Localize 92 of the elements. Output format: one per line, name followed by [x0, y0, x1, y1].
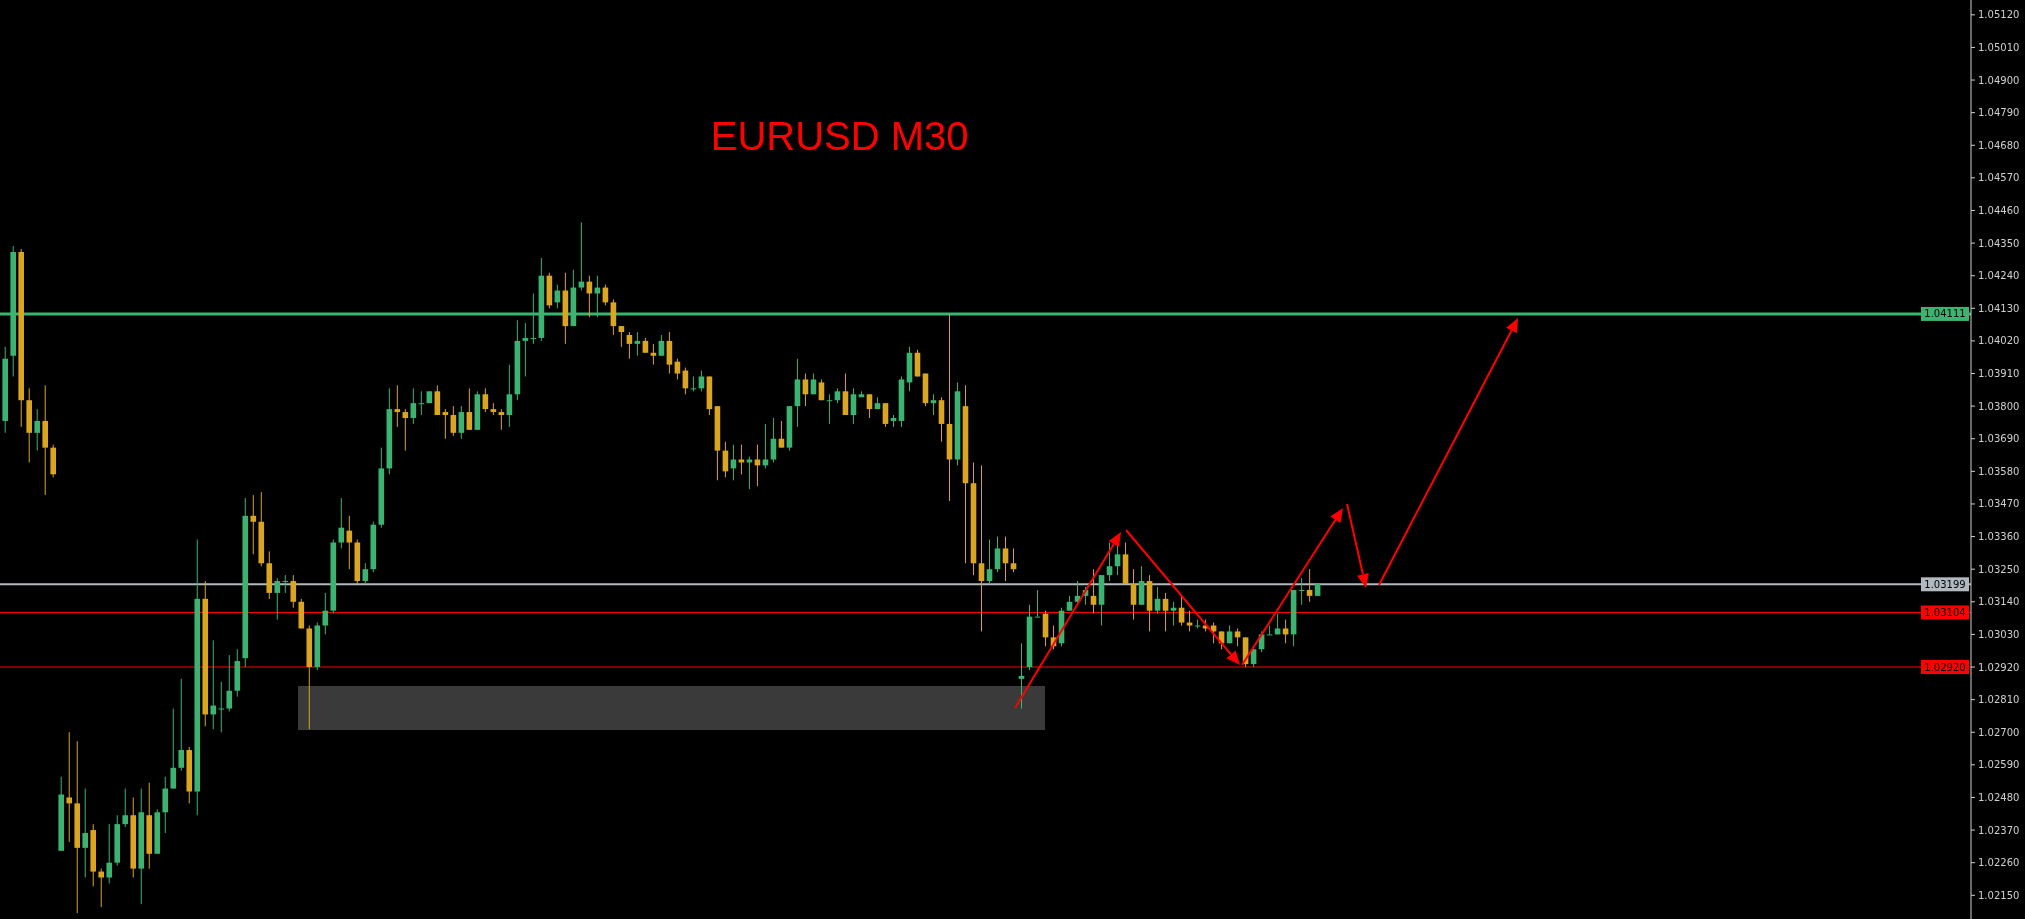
- candlestick: [578, 221, 585, 292]
- y-tick-label: 1.02260: [1978, 857, 2020, 869]
- candlestick: [362, 562, 369, 585]
- candlestick: [346, 515, 353, 570]
- y-tick-label: 1.04900: [1978, 74, 2020, 86]
- candlestick: [274, 577, 281, 621]
- ref-line-label: 1.04111: [1924, 308, 1966, 320]
- candlestick: [402, 408, 409, 452]
- candlestick: [106, 823, 113, 884]
- y-tick-label: 1.02590: [1978, 759, 2020, 771]
- candlestick: [626, 331, 633, 360]
- candlestick: [850, 387, 857, 425]
- candlestick: [162, 776, 169, 834]
- candlestick: [866, 393, 873, 419]
- y-tick-label: 1.04570: [1978, 172, 2020, 184]
- candlestick: [1282, 619, 1289, 644]
- candlestick: [1130, 568, 1137, 621]
- y-tick-label: 1.02920: [1978, 661, 2020, 673]
- candlestick: [218, 681, 225, 733]
- y-tick-label: 1.03470: [1978, 498, 2020, 510]
- candlestick: [994, 536, 1001, 573]
- candlestick: [1002, 536, 1009, 582]
- candlestick: [434, 384, 441, 416]
- ref-line-label: 1.03104: [1924, 606, 1966, 618]
- ref-line-label: 1.02920: [1924, 661, 1966, 673]
- candlestick: [226, 654, 233, 712]
- y-tick-label: 1.03800: [1978, 400, 2020, 412]
- candlestick: [1162, 592, 1169, 632]
- candlestick: [450, 405, 457, 437]
- candlestick: [1106, 542, 1113, 582]
- ref-line-label: 1.03199: [1924, 578, 1966, 590]
- candlestick: [458, 405, 465, 440]
- y-tick-label: 1.02370: [1978, 824, 2020, 836]
- y-tick-label: 1.03580: [1978, 465, 2020, 477]
- y-tick-label: 1.05010: [1978, 41, 2020, 53]
- candlestick: [618, 325, 625, 348]
- candlestick: [1154, 586, 1161, 615]
- candlestick: [122, 788, 129, 828]
- candlestick: [178, 678, 185, 772]
- candlestick: [978, 464, 985, 632]
- candlestick: [210, 639, 217, 730]
- candlestick: [882, 402, 889, 428]
- candlestick: [170, 708, 177, 790]
- candlestick: [1306, 568, 1313, 603]
- candlestick: [322, 592, 329, 635]
- y-tick-label: 1.02150: [1978, 889, 2020, 901]
- candlestick: [1010, 547, 1017, 573]
- y-tick-label: 1.04680: [1978, 139, 2020, 151]
- candlestick: [986, 539, 993, 585]
- candlestick: [66, 731, 73, 843]
- candlestick: [1178, 595, 1185, 627]
- y-tick-label: 1.04790: [1978, 107, 2020, 119]
- candlestick: [482, 387, 489, 413]
- candlestick: [674, 358, 681, 380]
- candlestick: [1138, 565, 1145, 606]
- y-tick-label: 1.04460: [1978, 204, 2020, 216]
- candlestick: [778, 420, 785, 449]
- y-tick-label: 1.02810: [1978, 694, 2020, 706]
- y-tick-label: 1.04240: [1978, 270, 2020, 282]
- y-tick-label: 1.04350: [1978, 237, 2020, 249]
- candlestick: [506, 364, 513, 428]
- y-tick-label: 1.04020: [1978, 335, 2020, 347]
- candlestick: [938, 396, 945, 443]
- y-tick-label: 1.05120: [1978, 9, 2020, 21]
- candlestick: [250, 494, 257, 555]
- candlestick: [842, 373, 849, 416]
- candlestick: [466, 387, 473, 431]
- candlestick: [82, 788, 89, 878]
- candlestick: [802, 373, 809, 407]
- y-tick-label: 1.02700: [1978, 726, 2020, 738]
- text: EURUSD M30: [710, 114, 969, 158]
- candlestick: [610, 298, 617, 336]
- y-tick-label: 1.02480: [1978, 791, 2020, 803]
- candlestick: [698, 370, 705, 392]
- candlestick: [666, 331, 673, 375]
- candlestick: [770, 417, 777, 463]
- y-tick-label: 1.03140: [1978, 596, 2020, 608]
- candlestick: [410, 387, 417, 425]
- candlestick: [658, 334, 665, 357]
- candlestick: [290, 574, 297, 609]
- candlestick: [282, 574, 289, 594]
- y-tick-label: 1.03910: [1978, 368, 2020, 380]
- candlestick: [1090, 568, 1097, 615]
- candlestick: [338, 497, 345, 549]
- y-tick-label: 1.03250: [1978, 563, 2020, 575]
- y-tick-label: 1.03030: [1978, 628, 2020, 640]
- candlestick: [34, 408, 41, 452]
- y-tick-label: 1.03690: [1978, 433, 2020, 445]
- y-tick-label: 1.04130: [1978, 302, 2020, 314]
- y-tick-label: 1.03360: [1978, 531, 2020, 543]
- candlestick: [98, 868, 105, 908]
- candlestick: [1114, 544, 1121, 576]
